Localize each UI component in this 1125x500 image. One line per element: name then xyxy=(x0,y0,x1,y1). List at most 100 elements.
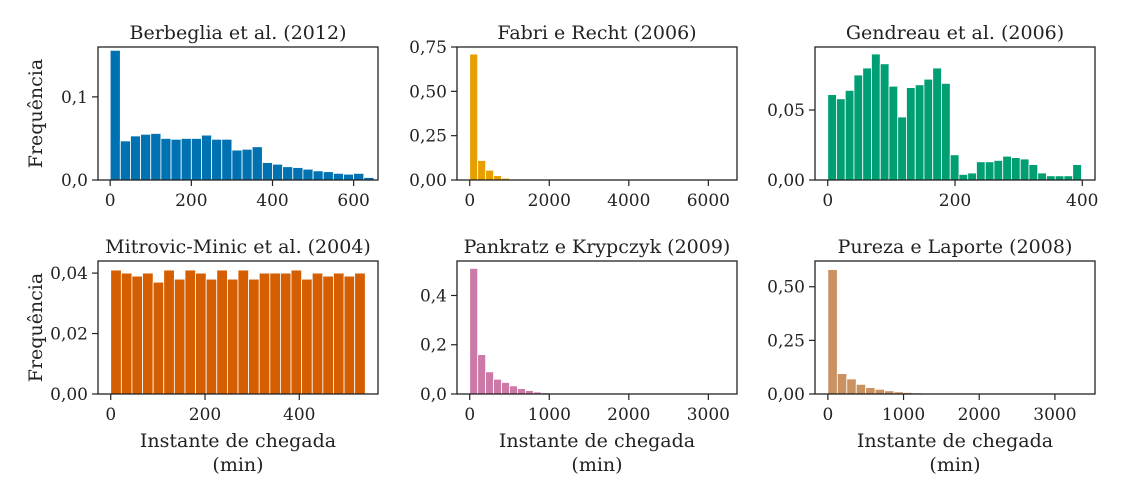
x-tick-label: 3000 xyxy=(1033,405,1076,425)
histogram-bar xyxy=(844,90,855,181)
histogram-bar xyxy=(1037,172,1047,181)
y-tick-label: 0,04 xyxy=(50,264,88,284)
histogram-bar xyxy=(871,53,881,181)
histogram-bar xyxy=(862,67,872,181)
histogram-bar xyxy=(282,166,294,181)
histogram-bar xyxy=(216,269,228,395)
histogram-bar xyxy=(827,94,837,181)
histogram-bar xyxy=(941,83,951,181)
y-tick-label: 0,4 xyxy=(420,286,447,306)
histogram-bar xyxy=(201,134,213,181)
histogram-bar xyxy=(163,269,175,395)
x-tick-label: 200 xyxy=(175,191,207,211)
x-tick-label: 0 xyxy=(822,405,833,425)
histogram-bar xyxy=(967,172,977,181)
y-tick-label: 0,00 xyxy=(50,385,88,405)
histogram-bar xyxy=(993,159,1004,181)
histogram-bar xyxy=(180,138,192,181)
histogram-bar xyxy=(836,373,848,395)
histogram-bar xyxy=(261,162,273,181)
histogram-bar xyxy=(251,146,263,181)
histogram-bar xyxy=(237,269,250,395)
panel-mitrovic-minic: 0 200 400 0,00 0,02 0,04 Mitrovic-Minic et al.… xyxy=(25,236,379,476)
histogram-bar xyxy=(205,278,218,395)
y-tick-label: 0,00 xyxy=(409,171,447,191)
x-tick-label: 0 xyxy=(464,405,475,425)
histogram-bar xyxy=(290,269,303,395)
histogram-bar xyxy=(354,272,366,395)
histogram-bar xyxy=(160,138,172,181)
axes-frame xyxy=(814,260,1096,395)
histogram-bar xyxy=(493,378,502,395)
histogram-bar xyxy=(190,138,202,181)
histogram-bar xyxy=(493,175,502,181)
axes-frame xyxy=(97,260,379,395)
y-tick-label: 0,0 xyxy=(61,171,88,191)
histogram-bar xyxy=(120,272,133,395)
histogram-bar xyxy=(865,387,876,395)
histogram-bar xyxy=(1019,158,1030,181)
x-tick-label: 0 xyxy=(105,191,116,211)
y-tick-label: 0,00 xyxy=(767,385,805,405)
histogram-bar xyxy=(272,163,284,181)
x-axis-unit-label: (min) xyxy=(212,454,263,476)
x-tick-label: 400 xyxy=(1066,191,1098,211)
x-tick-label: 600 xyxy=(337,191,369,211)
y-tick-label: 0,50 xyxy=(409,82,447,102)
x-tick-label: 200 xyxy=(939,191,971,211)
histogram-bar xyxy=(517,388,526,395)
histogram-bar xyxy=(226,278,239,395)
histogram-bar xyxy=(501,382,510,395)
histogram-bar xyxy=(311,272,324,395)
x-tick-label: 0 xyxy=(464,191,475,211)
x-tick-label: 400 xyxy=(283,405,315,425)
histogram-bar xyxy=(343,275,356,395)
histogram-bar xyxy=(855,383,867,395)
panel-title: Pureza e Laporte (2008) xyxy=(838,236,1073,258)
panel-fabri-recht: 0 2000 4000 6000 0,00 0,25 0,50 0,75 Fabri e Rec… xyxy=(409,22,738,211)
histogram-bar xyxy=(949,154,960,181)
y-tick-label: 0,05 xyxy=(767,101,805,121)
x-axis-label: Instante de chegada xyxy=(140,430,336,452)
histogram-bar xyxy=(1002,155,1012,181)
histogram-bar xyxy=(173,278,186,395)
histogram-bar xyxy=(292,167,304,181)
histogram-bar xyxy=(150,133,162,181)
histogram-bar xyxy=(932,67,942,181)
x-tick-label: 0 xyxy=(105,405,116,425)
histogram-bar xyxy=(874,388,886,395)
histogram-bar xyxy=(184,269,196,395)
x-axis-label: Instante de chegada xyxy=(857,430,1053,452)
y-tick-label: 0,25 xyxy=(409,127,447,147)
histogram-bar xyxy=(906,87,916,181)
x-tick-label: 3000 xyxy=(687,405,730,425)
x-axis-label: Instante de chegada xyxy=(499,430,695,452)
panel-title: Fabri e Recht (2006) xyxy=(497,22,696,44)
histogram-bar xyxy=(142,272,154,395)
histogram-bar xyxy=(509,385,518,395)
histogram-bar xyxy=(280,272,292,395)
panel-berbeglia: 0 200 400 600 0,0 0,1 Berbeglia et al. (2012) F… xyxy=(25,22,379,211)
histogram-bar xyxy=(241,148,253,181)
histogram-bar xyxy=(976,161,986,181)
panel-pankratz-krypczyk: 0 1000 2000 3000 0,0 0,2 0,4 Pankratz e Krypczy… xyxy=(420,236,738,476)
histogram-bar xyxy=(984,161,995,181)
histogram-bar xyxy=(221,138,233,181)
histogram-bar xyxy=(322,171,334,181)
histogram-bar xyxy=(853,74,864,181)
histogram-bar xyxy=(322,275,334,395)
y-axis-label: Frequência xyxy=(25,273,47,382)
x-tick-label: 200 xyxy=(189,405,221,425)
histogram-bar xyxy=(469,53,479,181)
y-tick-label: 0,2 xyxy=(420,336,447,356)
histogram-bar xyxy=(231,149,243,181)
x-axis-unit-label: (min) xyxy=(571,454,622,476)
histogram-bar xyxy=(469,267,479,395)
histogram-bar xyxy=(343,173,355,181)
axes-frame xyxy=(456,260,738,395)
histogram-bar xyxy=(119,140,131,181)
histogram-bar xyxy=(195,272,207,395)
histogram-bar xyxy=(140,133,152,181)
panel-title: Pankratz e Krypczyk (2009) xyxy=(464,236,731,258)
histogram-bar xyxy=(888,85,899,181)
